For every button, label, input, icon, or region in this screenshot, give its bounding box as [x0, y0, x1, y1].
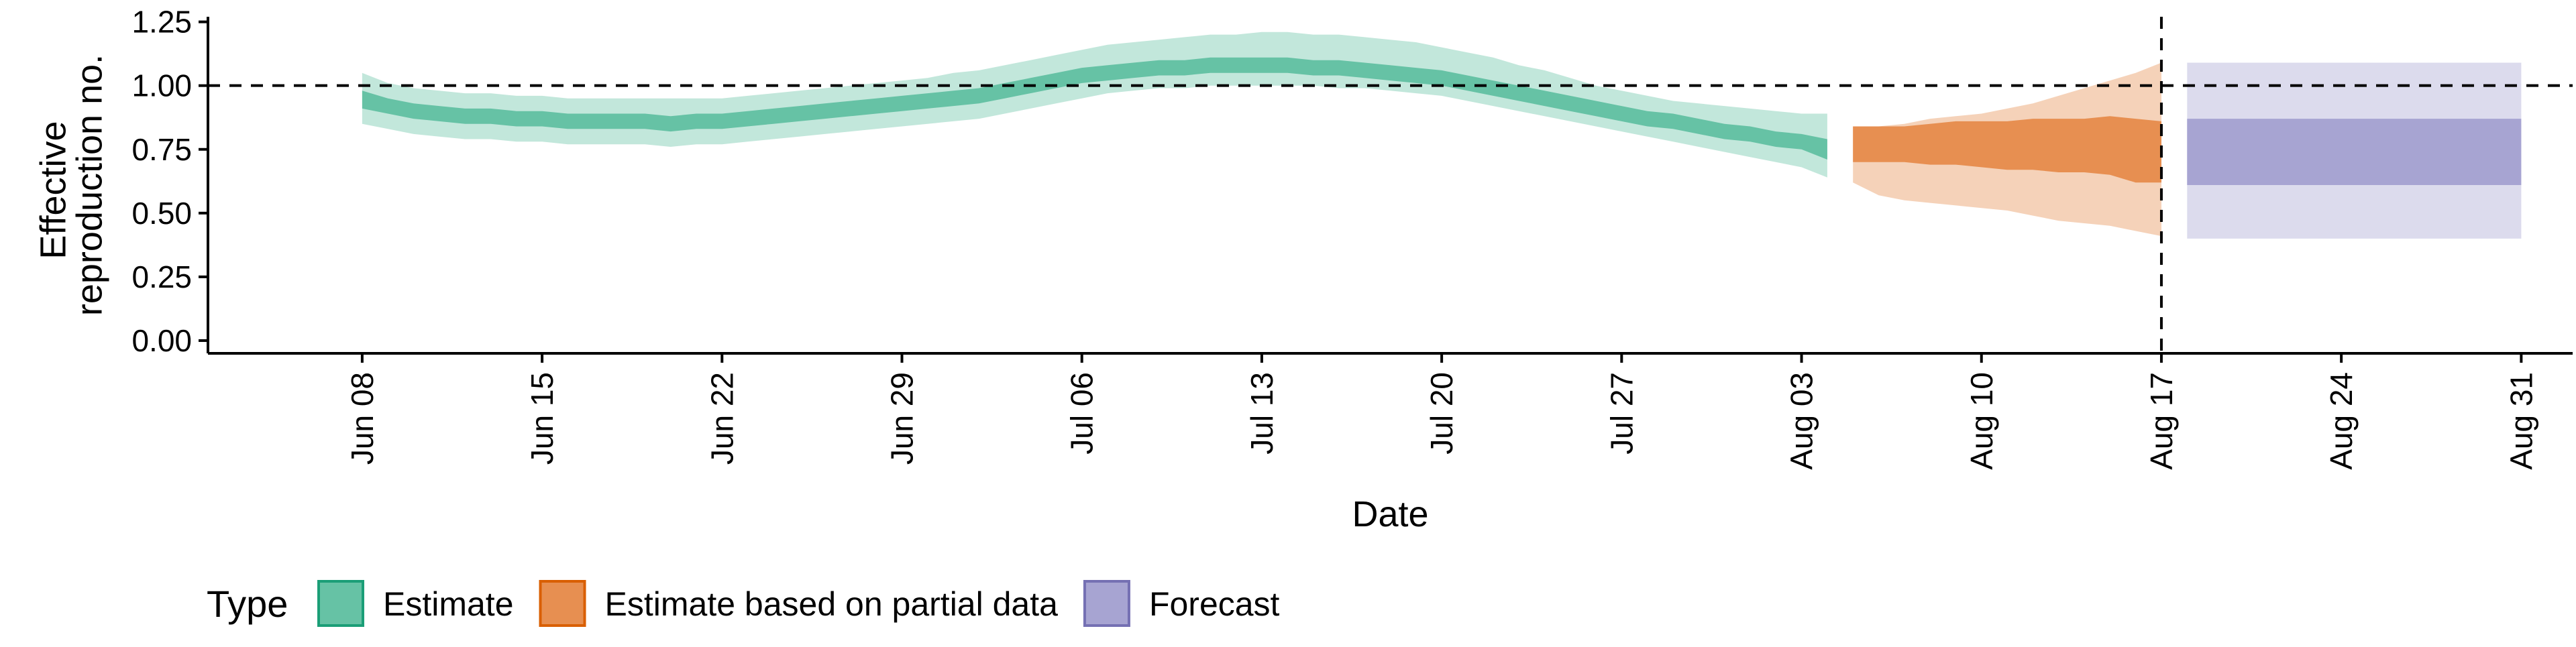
legend-label-estimate-based-on-partial-data: Estimate based on partial data: [605, 585, 1059, 623]
y-tick-label: 1.00: [131, 68, 192, 103]
y-tick-label: 0.25: [131, 259, 192, 294]
legend-swatch-forecast: [1083, 580, 1130, 627]
x-tick-label: Jun 15: [525, 372, 559, 465]
bands-layer: [362, 32, 2522, 239]
reference-lines: [208, 17, 2573, 353]
legend-label-estimate: Estimate: [383, 585, 514, 623]
estimate-50-interval-band: [362, 57, 1827, 160]
x-tick-label: Jul 13: [1244, 372, 1279, 455]
x-tick-label: Jul 27: [1604, 372, 1639, 455]
x-tick-label: Jun 08: [345, 372, 380, 465]
legend-title: Type: [207, 583, 288, 625]
legend-swatch-estimate-based-on-partial-data: [539, 580, 586, 627]
x-ticks: Jun 08 Jun 15 Jun 22 Jun 29 Jul 06 Jul 13 Jul …: [345, 353, 2538, 470]
legend-swatch-estimate: [317, 580, 364, 627]
x-tick-label: Aug 03: [1784, 372, 1819, 470]
y-axis-title-line-2: reproduction no.: [69, 54, 109, 316]
legend: Type Estimate Estimate based on partial d…: [207, 580, 1280, 627]
x-tick-label: Aug 17: [2144, 372, 2179, 470]
legend-label-forecast: Forecast: [1149, 585, 1280, 623]
x-tick-label: Aug 24: [2324, 372, 2359, 470]
y-tick-label: 0.75: [131, 132, 192, 167]
x-tick-label: Jul 20: [1424, 372, 1459, 455]
y-ticks: 0.00 0.25 0.50 0.75 1.00 1.25: [131, 5, 208, 358]
x-tick-label: Jun 22: [704, 372, 739, 465]
estimate-90-interval-band: [362, 32, 1827, 178]
x-tick-label: Aug 31: [2504, 372, 2538, 470]
y-axis-title: Effective reproduction no.: [33, 54, 109, 316]
x-tick-label: Jul 06: [1065, 372, 1099, 455]
x-tick-label: Aug 10: [1964, 372, 1999, 470]
forecast-50-interval-band: [2187, 119, 2522, 185]
x-axis-title: Date: [1352, 494, 1428, 534]
x-tick-label: Jun 29: [885, 372, 920, 465]
y-axis-title-line-1: Effective: [33, 121, 73, 259]
y-tick-label: 0.50: [131, 196, 192, 231]
y-tick-label: 0.00: [131, 323, 192, 358]
axes: Jun 08 Jun 15 Jun 22 Jun 29 Jul 06 Jul 13 Jul …: [131, 5, 2573, 470]
y-tick-label: 1.25: [131, 5, 192, 40]
estimate-based-on-partial-data-50-interval-band: [1853, 116, 2161, 183]
